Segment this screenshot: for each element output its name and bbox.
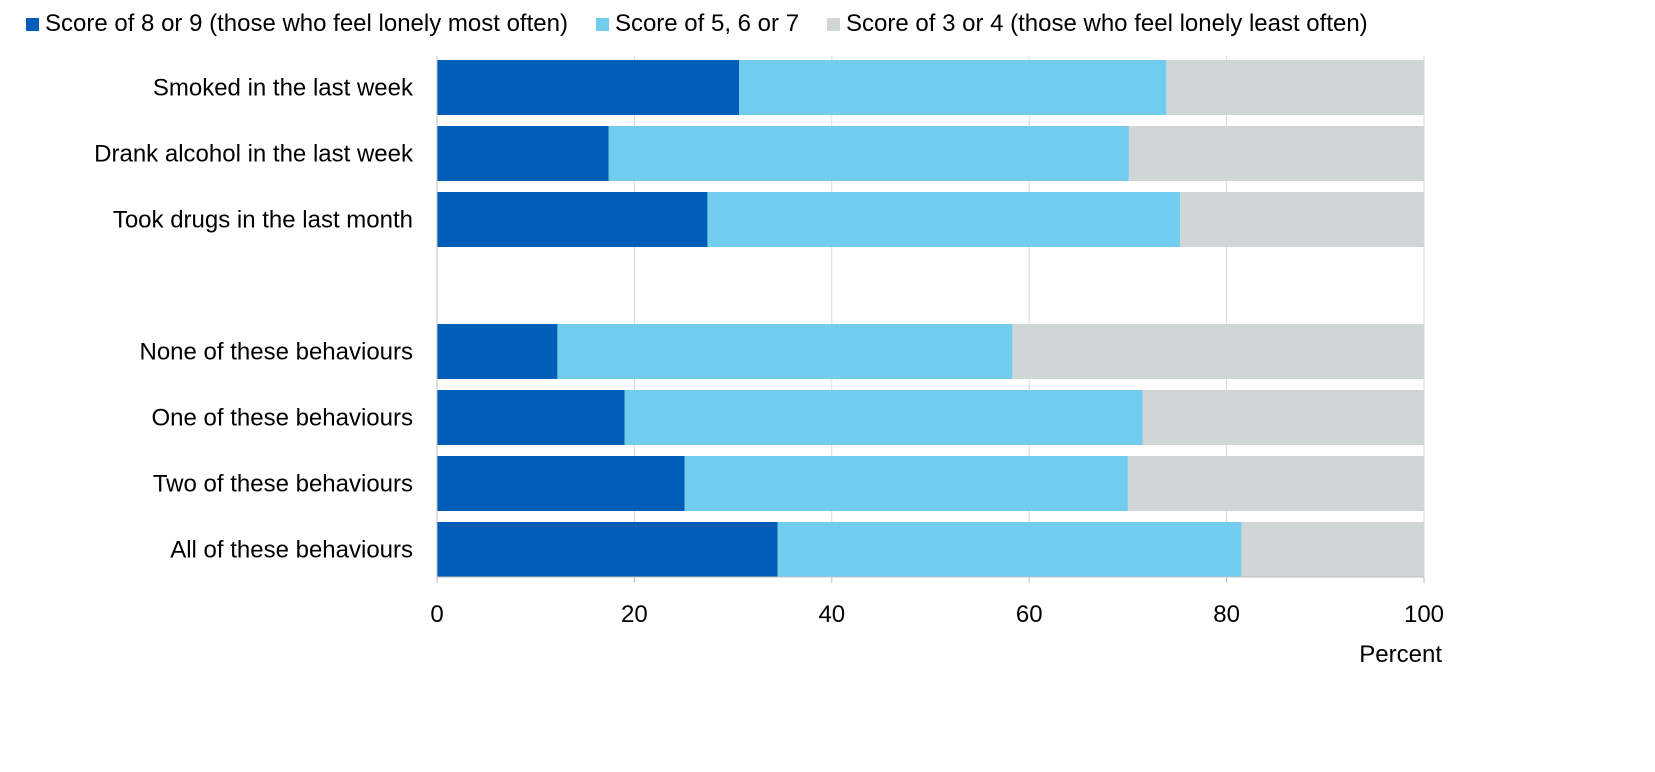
legend-label: Score of 5, 6 or 7: [614, 10, 800, 37]
x-tick-label: 0: [430, 601, 443, 628]
bar-segment: [624, 390, 1143, 445]
legend-item: Score of 5, 6 or 7: [595, 10, 800, 38]
x-tick-label: 40: [818, 601, 845, 628]
bar-segment: [739, 60, 1167, 115]
chart-legend: Score of 8 or 9 (those who feel lonely m…: [26, 10, 1396, 38]
bar-segment: [1012, 324, 1424, 379]
x-axis-title: Percent: [1359, 641, 1442, 668]
legend-item: Score of 3 or 4 (those who feel lonely l…: [827, 10, 1368, 38]
bar-segment: [437, 456, 685, 511]
bar-segment: [1128, 126, 1424, 181]
bar-segment: [437, 126, 609, 181]
category-label: Drank alcohol in the last week: [94, 141, 414, 168]
bar-segment: [1166, 60, 1424, 115]
legend-swatch: [595, 17, 609, 31]
x-tick-label: 100: [1404, 601, 1444, 628]
bar-segment: [1142, 390, 1424, 445]
category-label: Two of these behaviours: [153, 471, 413, 498]
bar-segment: [608, 126, 1129, 181]
bar-segment: [684, 456, 1128, 511]
legend-swatch: [26, 17, 39, 31]
category-label: One of these behaviours: [151, 405, 413, 432]
bar-segment: [437, 522, 778, 577]
bar-segment: [437, 192, 708, 247]
x-tick-label: 80: [1213, 601, 1240, 628]
bar-segment: [777, 522, 1242, 577]
category-label: Smoked in the last week: [153, 75, 414, 102]
category-label: None of these behaviours: [139, 339, 413, 366]
bar-segment: [437, 390, 625, 445]
bar-segment: [437, 324, 558, 379]
bar-segment: [1180, 192, 1424, 247]
x-tick-label: 20: [621, 601, 648, 628]
category-label: All of these behaviours: [170, 537, 413, 564]
x-tick-label: 60: [1016, 601, 1043, 628]
legend-label: Score of 3 or 4 (those who feel lonely l…: [846, 10, 1368, 37]
legend-swatch: [827, 17, 841, 31]
legend-item: Score of 8 or 9 (those who feel lonely m…: [26, 10, 568, 38]
category-label: Took drugs in the last month: [113, 207, 413, 234]
bar-segment: [1241, 522, 1424, 577]
bar-segment: [1127, 456, 1424, 511]
legend-label: Score of 8 or 9 (those who feel lonely m…: [45, 10, 568, 37]
bar-segment: [707, 192, 1181, 247]
bar-segment: [557, 324, 1013, 379]
bar-segment: [437, 60, 740, 115]
